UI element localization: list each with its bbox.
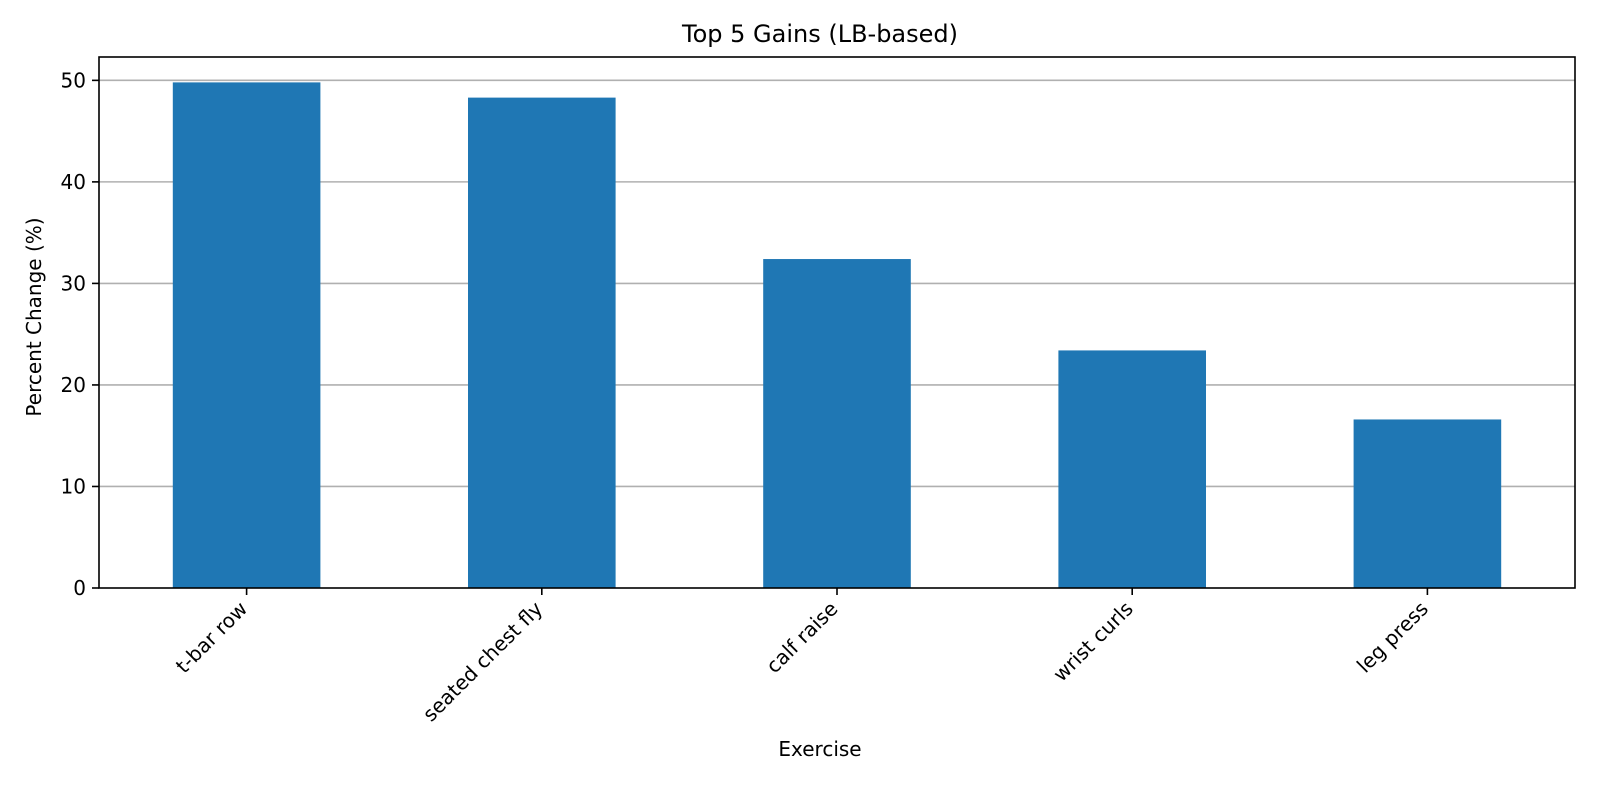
- x-tick-label: wrist curls: [1048, 597, 1138, 687]
- bar: [1353, 419, 1502, 588]
- bars: [172, 82, 1502, 589]
- bar: [763, 259, 911, 588]
- y-axis-ticks: 0 10 20 30 40 50: [61, 68, 99, 600]
- y-axis-label: Percent Change (%): [22, 217, 46, 416]
- bar: [1058, 350, 1206, 588]
- y-tick-label: 10: [61, 474, 86, 498]
- y-tick-label: 20: [61, 373, 86, 397]
- y-tick-label: 50: [61, 68, 86, 92]
- x-tick-label: leg press: [1352, 597, 1433, 678]
- x-tick-label: t-bar row: [171, 597, 252, 678]
- bar: [468, 97, 616, 589]
- y-tick-label: 30: [61, 271, 86, 295]
- y-tick-label: 0: [73, 576, 86, 600]
- x-tick-label: calf raise: [761, 597, 842, 678]
- y-tick-label: 40: [61, 170, 86, 194]
- x-axis-label: Exercise: [778, 737, 861, 761]
- bar: [172, 82, 321, 588]
- x-tick-label: seated chest fly: [418, 596, 548, 726]
- chart-title: Top 5 Gains (LB-based): [681, 20, 958, 48]
- x-axis-ticks: t-bar row seated chest fly calf raise wrist…: [171, 588, 1433, 726]
